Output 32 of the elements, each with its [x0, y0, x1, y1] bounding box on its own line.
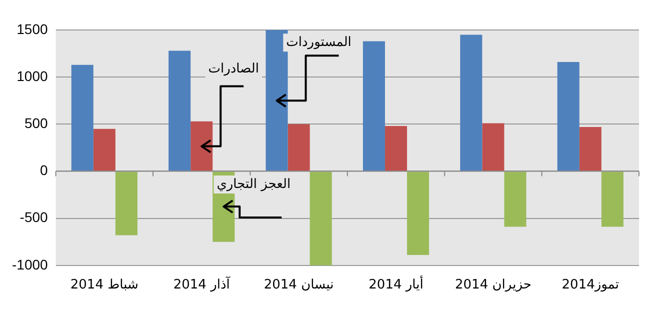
x-tick-label: حزيران 2014 [455, 278, 532, 293]
bar [310, 172, 332, 266]
y-tick-label: 1500 [16, 20, 48, 37]
bar [460, 34, 482, 171]
bar [504, 172, 526, 227]
x-tick-label: آذار 2014 [173, 276, 232, 293]
x-tick-label: تموز2014 [562, 278, 620, 293]
bar [288, 124, 310, 171]
bar [362, 41, 385, 171]
bar [115, 172, 138, 236]
bar [266, 30, 288, 171]
text: الصادرات [208, 62, 259, 77]
y-tick-label: -500 [20, 209, 48, 226]
bar [71, 64, 94, 171]
series-label: المستوردات [286, 34, 352, 50]
y-tick-label: 500 [24, 115, 48, 132]
bar [407, 172, 430, 256]
x-tick-label: نيسان 2014 [264, 278, 334, 293]
bar [168, 50, 191, 171]
series-label: العجز التجاري [216, 176, 291, 192]
x-tick-label: شباط 2014 [70, 278, 138, 293]
bar [601, 172, 624, 227]
y-tick-label: 1000 [16, 68, 48, 84]
y-tick-label: -1000 [12, 256, 48, 272]
bar [482, 123, 504, 171]
bar [93, 128, 116, 171]
bar [190, 121, 213, 171]
x-tick-label: أيار 2014 [368, 276, 424, 293]
y-tick-label: 0 [40, 162, 48, 178]
bar [579, 126, 602, 171]
bar [384, 126, 408, 171]
bar [557, 62, 580, 171]
